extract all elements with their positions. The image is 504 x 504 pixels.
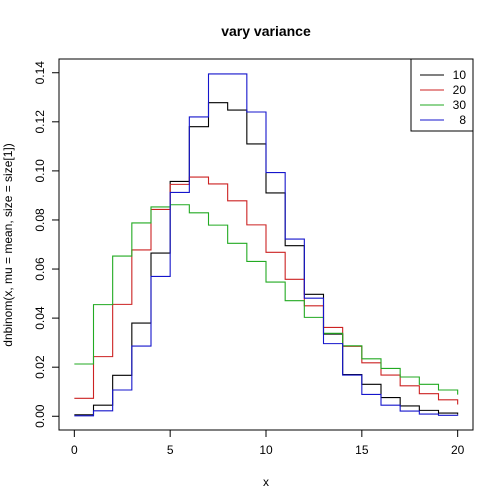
legend-box	[410, 58, 474, 132]
legend-label: 10	[453, 68, 467, 82]
x-axis: 0 5 10 15 20	[71, 429, 465, 457]
y-tick-label: 0.10	[33, 159, 47, 183]
y-tick-label: 0.06	[33, 257, 47, 281]
y-tick-label: 0.02	[33, 355, 47, 379]
series-line-20	[74, 176, 459, 405]
x-tick-label: 15	[355, 443, 369, 457]
x-axis-label: x	[263, 475, 269, 489]
x-tick-label: 5	[167, 443, 174, 457]
y-tick-label: 0.08	[33, 208, 47, 232]
plot-frame	[58, 58, 474, 431]
series-layer	[74, 73, 459, 417]
y-axis: 0.00 0.02 0.04 0.06 0.08 0.10 0.12 0.14	[33, 61, 60, 428]
series-line-30	[74, 204, 459, 395]
series-line-8	[74, 73, 459, 417]
y-axis-label: dnbinom(x, mu = mean, size = size[1])	[1, 143, 15, 346]
x-tick-label: 20	[451, 443, 465, 457]
legend-label: 8	[459, 113, 466, 127]
x-tick-label: 10	[259, 443, 273, 457]
series-line-10	[74, 102, 459, 416]
x-tick-label: 0	[71, 443, 78, 457]
y-tick-label: 0.00	[33, 404, 47, 428]
chart-title: vary variance	[221, 23, 311, 39]
legend-label: 30	[453, 98, 467, 112]
y-tick-label: 0.04	[33, 306, 47, 330]
y-tick-label: 0.14	[33, 61, 47, 85]
legend-label: 20	[453, 83, 467, 97]
y-tick-label: 0.12	[33, 110, 47, 134]
